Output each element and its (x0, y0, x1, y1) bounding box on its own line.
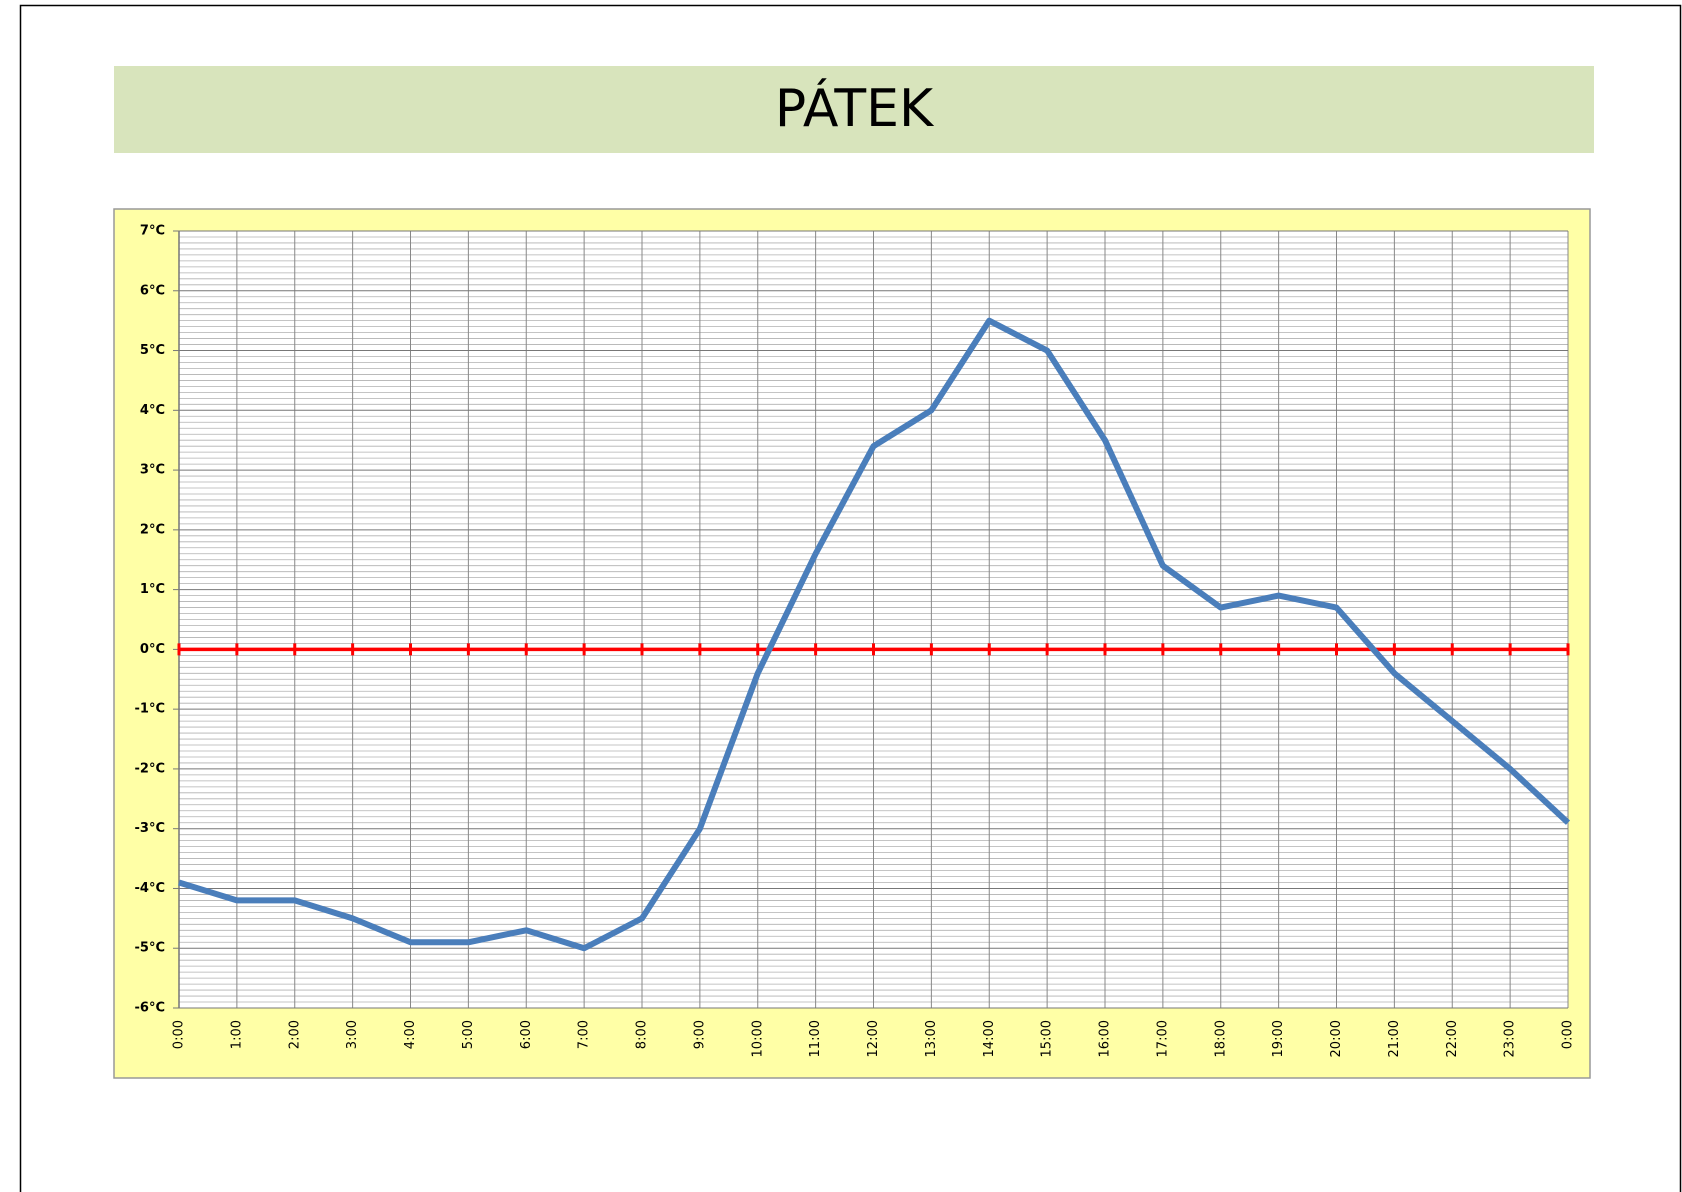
x-tick-label: 6:00 (519, 1020, 534, 1049)
y-tick-label: -4°C (135, 881, 165, 896)
x-tick-label: 1:00 (229, 1020, 244, 1049)
y-tick-label: -3°C (135, 821, 165, 836)
y-tick-label: 1°C (140, 582, 165, 597)
x-tick-label: 23:00 (1503, 1020, 1518, 1057)
y-tick-label: 6°C (140, 283, 165, 298)
x-tick-label: 8:00 (635, 1020, 650, 1049)
x-tick-label: 10:00 (750, 1020, 765, 1057)
y-tick-label: -2°C (135, 761, 165, 776)
x-tick-label: 13:00 (924, 1020, 939, 1057)
x-tick-label: 4:00 (403, 1020, 418, 1049)
y-tick-label: 5°C (140, 343, 165, 358)
x-tick-label: 11:00 (808, 1020, 823, 1057)
x-tick-label: 2:00 (287, 1020, 302, 1049)
x-tick-label: 7:00 (577, 1020, 592, 1049)
title-band (114, 66, 1594, 153)
series-line (178, 317, 1571, 952)
x-tick-label: 9:00 (692, 1020, 707, 1049)
x-tick-label: 21:00 (1387, 1020, 1402, 1057)
x-tick-label: 19:00 (1271, 1020, 1286, 1057)
x-tick-label: 17:00 (1155, 1020, 1170, 1057)
x-tick-label: 18:00 (1213, 1020, 1228, 1057)
y-tick-label: 4°C (140, 403, 165, 418)
y-tick-label: -5°C (135, 941, 165, 956)
y-tick-label: 0°C (140, 642, 165, 657)
x-tick-label: 12:00 (866, 1020, 881, 1057)
x-tick-label: 5:00 (461, 1020, 476, 1049)
x-tick-label: 14:00 (982, 1020, 997, 1057)
y-tick-label: -6°C (135, 1001, 165, 1016)
y-tick-label: 2°C (140, 522, 165, 537)
x-tick-label: 0:00 (1561, 1020, 1576, 1049)
x-tick-label: 16:00 (1098, 1020, 1113, 1057)
chart-title: PÁTEK (775, 78, 935, 139)
x-tick-label: 3:00 (345, 1020, 360, 1049)
x-tick-label: 15:00 (1040, 1020, 1055, 1057)
x-tick-label: 20:00 (1329, 1020, 1344, 1057)
x-tick-label: 0:00 (172, 1020, 187, 1049)
y-tick-label: 3°C (140, 463, 165, 478)
x-tick-label: 22:00 (1445, 1020, 1460, 1057)
page-frame (19, 4, 1682, 1192)
y-tick-label: 7°C (140, 224, 165, 239)
y-tick-label: -1°C (135, 702, 165, 717)
